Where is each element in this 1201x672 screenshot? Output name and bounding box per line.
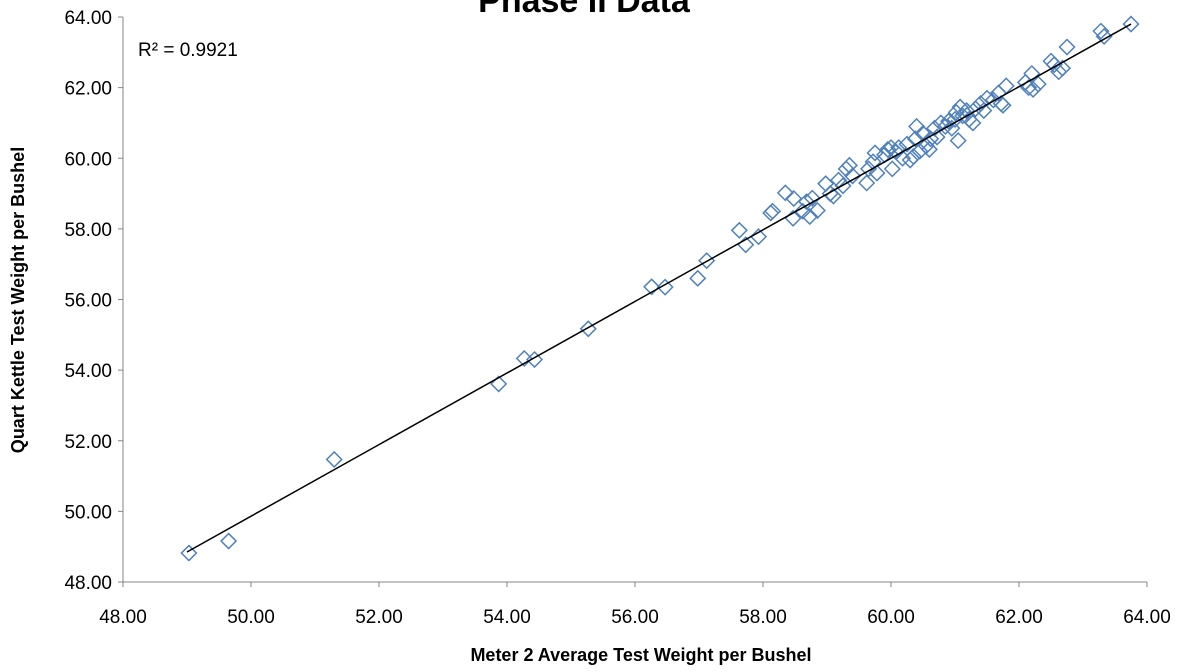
data-point bbox=[940, 112, 958, 130]
data-point bbox=[749, 228, 768, 246]
y-tick-label: 50.00 bbox=[64, 502, 112, 523]
x-tick-label: 60.00 bbox=[867, 607, 915, 628]
data-point bbox=[656, 278, 674, 296]
data-point bbox=[898, 135, 916, 153]
x-axis-title: Meter 2 Average Test Weight per Bushel bbox=[470, 645, 811, 665]
x-tick-label: 54.00 bbox=[483, 607, 531, 628]
data-point bbox=[994, 96, 1012, 114]
y-axis-ticks: 48.00 50.00 52.00 54.00 56.00 58.00 60.00 62.00… bbox=[64, 8, 123, 594]
y-tick-label: 56.00 bbox=[64, 291, 112, 312]
data-point bbox=[975, 102, 993, 120]
y-tick-label: 48.00 bbox=[64, 573, 112, 594]
y-axis-title: Quart Kettle Test Weight per Bushel bbox=[8, 147, 28, 453]
data-point bbox=[1023, 64, 1041, 83]
chart-title: Phase II Data bbox=[478, 0, 691, 20]
data-point bbox=[1024, 80, 1042, 98]
data-point bbox=[1092, 22, 1110, 40]
data-point bbox=[776, 184, 794, 202]
data-point bbox=[817, 175, 835, 193]
data-point bbox=[844, 167, 862, 185]
x-tick-label: 48.00 bbox=[99, 607, 147, 628]
r-squared-annotation: R² = 0.9921 bbox=[138, 40, 238, 61]
data-point bbox=[957, 102, 976, 120]
data-point bbox=[920, 140, 938, 158]
data-point bbox=[689, 269, 707, 287]
y-tick-label: 64.00 bbox=[64, 8, 112, 29]
x-tick-label: 64.00 bbox=[1123, 607, 1171, 628]
data-point bbox=[866, 144, 884, 162]
data-point bbox=[821, 185, 839, 203]
data-point bbox=[911, 142, 929, 160]
data-point bbox=[840, 156, 858, 174]
y-tick-label: 62.00 bbox=[64, 79, 112, 100]
data-point bbox=[1029, 75, 1047, 93]
trendline bbox=[186, 23, 1132, 553]
data-point bbox=[883, 160, 901, 178]
x-tick-label: 50.00 bbox=[227, 607, 275, 628]
data-point bbox=[579, 320, 597, 338]
data-point bbox=[801, 207, 819, 226]
data-point bbox=[643, 278, 661, 296]
x-axis-ticks: 48.00 50.00 52.00 54.00 56.00 58.00 60.00 62.00… bbox=[99, 582, 1171, 628]
data-point bbox=[325, 450, 343, 469]
y-tick-label: 52.00 bbox=[64, 432, 112, 453]
data-point bbox=[1020, 79, 1038, 97]
data-point bbox=[978, 89, 996, 107]
data-point bbox=[904, 147, 922, 166]
data-point bbox=[730, 221, 748, 239]
data-point bbox=[1095, 27, 1113, 45]
data-point bbox=[922, 130, 940, 148]
y-tick-label: 60.00 bbox=[64, 149, 112, 170]
data-point bbox=[1122, 15, 1140, 33]
data-point bbox=[972, 94, 990, 113]
y-tick-label: 58.00 bbox=[64, 220, 112, 241]
data-point bbox=[964, 114, 982, 132]
data-point bbox=[525, 350, 544, 369]
data-point bbox=[803, 189, 821, 207]
data-point bbox=[764, 202, 782, 220]
data-point bbox=[906, 130, 924, 148]
data-points bbox=[180, 15, 1140, 562]
data-point bbox=[808, 201, 826, 220]
x-tick-label: 56.00 bbox=[611, 607, 659, 628]
data-point bbox=[490, 375, 508, 393]
data-point bbox=[515, 349, 533, 368]
data-point bbox=[860, 160, 878, 178]
data-point bbox=[180, 544, 198, 562]
x-tick-label: 52.00 bbox=[355, 607, 403, 628]
data-point bbox=[936, 117, 954, 136]
y-tick-label: 54.00 bbox=[64, 361, 112, 382]
data-point bbox=[220, 532, 238, 550]
data-point bbox=[858, 174, 876, 192]
data-point bbox=[785, 189, 803, 208]
data-point bbox=[868, 164, 886, 182]
data-point bbox=[1045, 56, 1063, 74]
x-tick-label: 58.00 bbox=[739, 607, 787, 628]
data-point bbox=[834, 177, 852, 195]
data-point bbox=[797, 193, 816, 211]
data-point bbox=[1058, 38, 1076, 56]
data-point bbox=[1050, 63, 1068, 81]
data-point bbox=[949, 132, 967, 150]
x-tick-label: 62.00 bbox=[995, 607, 1043, 628]
data-point bbox=[901, 151, 919, 169]
